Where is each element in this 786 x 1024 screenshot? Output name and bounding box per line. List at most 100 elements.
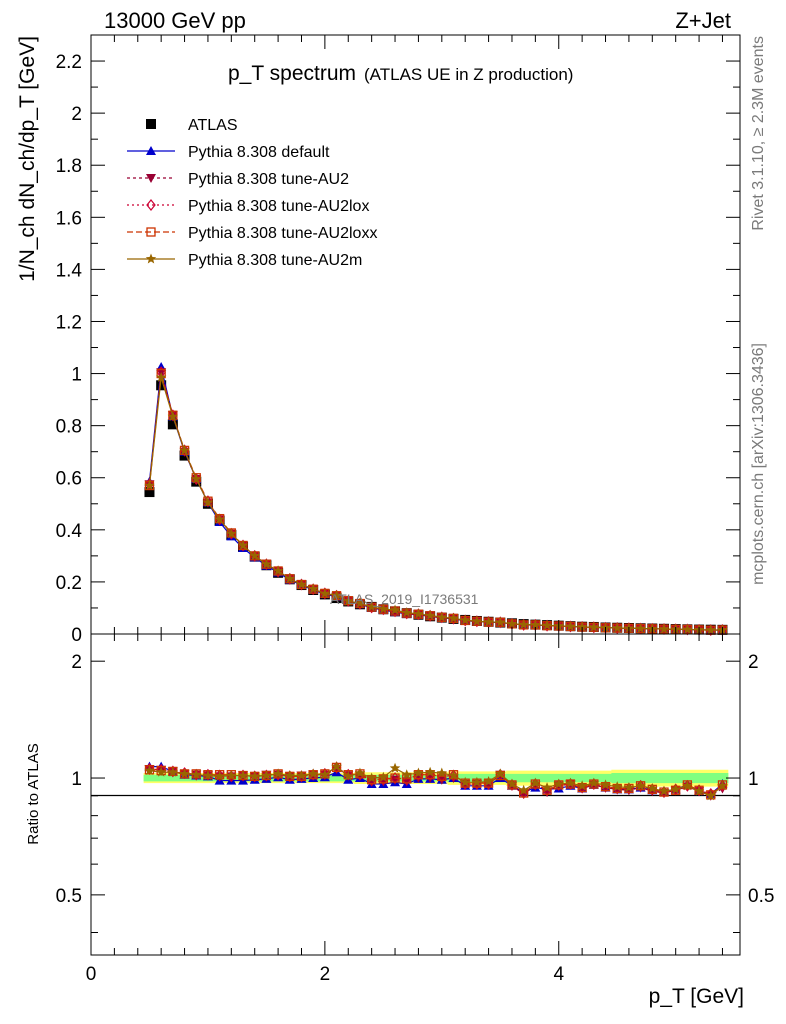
ratio-point <box>168 765 178 778</box>
ratio-point <box>237 770 249 780</box>
ratio-point <box>693 785 705 796</box>
ratio-point <box>623 782 635 793</box>
data-point <box>658 623 670 634</box>
ratio-point <box>705 790 716 801</box>
ratio-point <box>495 768 506 779</box>
data-point <box>413 608 424 619</box>
legend-item: Pythia 8.308 tune-AU2loxx <box>127 225 377 242</box>
main-x-axis <box>90 35 723 634</box>
data-point <box>296 579 307 589</box>
ratio-point <box>354 767 366 778</box>
data-point <box>202 496 214 507</box>
ratio-point <box>530 777 541 788</box>
ratio-point <box>214 769 225 782</box>
data-point <box>155 371 167 382</box>
ratio-point <box>565 777 576 788</box>
ratio-point <box>413 767 424 778</box>
title-text: p_T spectrum <box>228 62 356 85</box>
ratio-point <box>191 769 202 780</box>
ratio-y-tick-label-right: 2 <box>748 652 759 673</box>
ratio-point <box>483 775 494 786</box>
x-tick-label: 2 <box>320 964 331 985</box>
legend-item: Pythia 8.308 tune-AU2m <box>127 252 362 269</box>
legend-label: Pythia 8.308 tune-AU2 <box>188 171 349 188</box>
ratio-point <box>401 769 412 780</box>
data-point <box>167 419 178 430</box>
data-point <box>506 618 518 629</box>
ratio-point <box>611 781 623 792</box>
data-point <box>401 607 412 618</box>
data-point <box>541 619 553 630</box>
chart-title: p_T spectrum <box>228 62 356 85</box>
ratio-point <box>424 766 436 777</box>
ratio-point <box>600 779 611 790</box>
ratio-point <box>272 768 284 779</box>
data-point <box>495 616 506 627</box>
data-point <box>226 528 237 539</box>
ratio-y-tick-label: 0.5 <box>56 886 82 907</box>
ratio-point <box>448 770 459 780</box>
ratio-point <box>437 770 447 783</box>
ratio-point <box>717 780 728 791</box>
ratio-y-tick-label: 2 <box>71 652 82 673</box>
data-point <box>167 411 179 421</box>
ratio-point <box>331 765 342 775</box>
ratio-point <box>261 770 272 780</box>
main-y-tick-label: 1.8 <box>56 156 82 177</box>
main-y-tick-label: 0.4 <box>56 521 83 542</box>
ratio-point <box>588 777 600 788</box>
main-y-tick-label: 0.8 <box>56 417 82 438</box>
legend-marker <box>145 253 157 264</box>
rivet-label: Rivet 3.1.10, ≥ 2.3M events <box>750 36 767 231</box>
ratio-point <box>319 769 331 780</box>
x-tick-label: 0 <box>86 964 97 985</box>
main-y-tick-label: 0 <box>71 625 82 646</box>
ratio-point <box>623 786 634 796</box>
data-point <box>565 620 576 631</box>
main-y-tick-label: 1.6 <box>56 208 82 229</box>
ratio-point <box>670 783 681 794</box>
ratio-point <box>378 771 389 782</box>
data-point <box>191 473 202 484</box>
ratio-point <box>471 776 483 787</box>
ratio-point <box>553 778 564 789</box>
data-point <box>530 619 541 630</box>
data-point <box>459 614 471 625</box>
legend-label: Pythia 8.308 tune-AU2lox <box>188 198 369 215</box>
data-point <box>168 409 178 422</box>
main-y-tick-label: 0.6 <box>56 469 82 490</box>
ratio-point <box>155 766 167 777</box>
analysis-watermark: ATLAS_2019_I1736531 <box>330 591 479 607</box>
data-point <box>261 558 272 569</box>
ratio-series-layer <box>144 761 728 801</box>
ratio-point <box>506 778 518 789</box>
ratio-point <box>202 770 214 780</box>
legend: ATLAS Pythia 8.308 default Pythia 8.308 tu… <box>127 117 377 269</box>
ratio-point <box>144 765 155 776</box>
ratio-point <box>378 773 389 786</box>
legend-marker <box>146 146 156 155</box>
ratio-point <box>307 768 319 779</box>
data-point <box>518 619 529 630</box>
ratio-panel: 0.5 0.5 1 1 2 2 0 2 4 Ratio to ATLAS p_T [GeV] <box>25 633 774 1008</box>
data-point <box>576 621 588 632</box>
data-point <box>378 603 389 614</box>
data-point <box>320 587 330 600</box>
main-y-tick-label: 1.2 <box>56 312 82 333</box>
ratio-point <box>343 770 354 781</box>
main-y-axis: 0 0.2 0.4 0.6 0.8 1 1.2 1.4 1.6 1.8 2 2.2 <box>56 34 740 646</box>
x-tick-label: 4 <box>553 964 564 985</box>
data-point <box>284 573 296 584</box>
ratio-point <box>167 766 179 777</box>
ratio-point <box>389 762 401 773</box>
ratio-point <box>366 772 377 783</box>
data-point <box>436 611 448 622</box>
ratio-y-tick-label-right: 0.5 <box>748 886 774 907</box>
data-point <box>705 624 716 635</box>
data-point <box>611 622 623 633</box>
ratio-point <box>390 773 400 783</box>
data-point <box>156 380 167 391</box>
ratio-point <box>296 770 307 780</box>
ratio-y-label: Ratio to ATLAS <box>25 743 42 844</box>
data-point <box>319 588 331 599</box>
